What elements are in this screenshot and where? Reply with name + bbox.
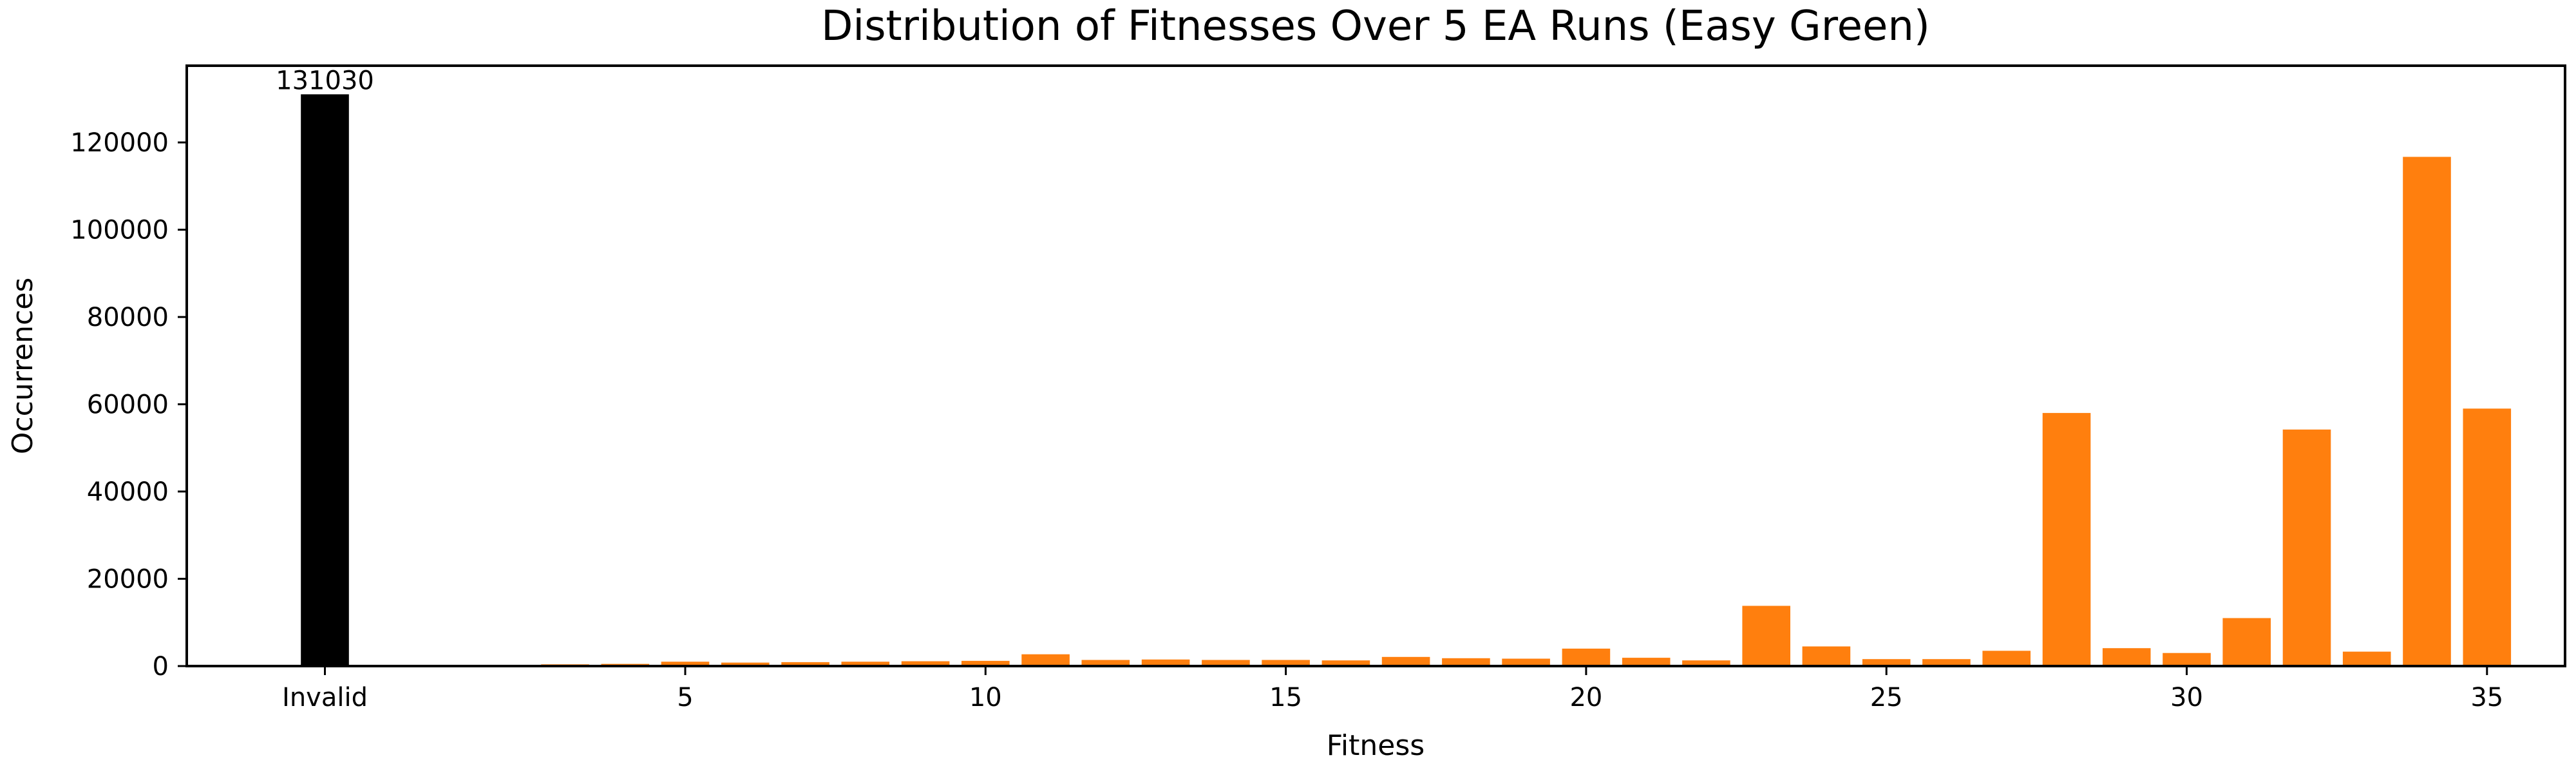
bar-fitness-24 xyxy=(1802,646,1851,666)
annotation-layer: 131030 xyxy=(276,66,374,95)
y-tick-label: 0 xyxy=(153,652,169,682)
y-tick-label: 40000 xyxy=(87,477,169,507)
y-axis-title: Occurrences xyxy=(6,278,39,454)
bar-fitness-15 xyxy=(1262,660,1310,666)
bar-fitness-27 xyxy=(1982,651,2031,666)
bar-fitness-10 xyxy=(961,660,1010,666)
bar-fitness-9 xyxy=(901,661,950,666)
x-tick-label: 10 xyxy=(969,683,1002,712)
y-tick-label: 120000 xyxy=(70,128,169,158)
bar-fitness-8 xyxy=(841,662,890,666)
bar-fitness-22 xyxy=(1682,660,1730,666)
chart-title: Distribution of Fitnesses Over 5 EA Runs… xyxy=(821,3,1930,50)
bar-fitness-30 xyxy=(2163,653,2211,666)
bar-fitness-35 xyxy=(2463,408,2512,666)
bar-value-label: 131030 xyxy=(276,66,374,95)
bar-fitness-12 xyxy=(1081,660,1130,666)
x-tick-label: 35 xyxy=(2470,683,2503,712)
bar-fitness-31 xyxy=(2222,618,2271,666)
bar-fitness-25 xyxy=(1862,659,1911,666)
plot-frame xyxy=(185,64,2566,667)
x-axis: Invalid 5 10 15 20 25 30 35 xyxy=(282,666,2503,712)
y-tick-label: 100000 xyxy=(70,216,169,245)
bar-fitness-7 xyxy=(781,662,829,666)
x-tick-label: 15 xyxy=(1269,683,1302,712)
y-axis: 0 20000 40000 60000 80000 100000 120000 xyxy=(70,128,187,682)
bar-fitness-19 xyxy=(1502,658,1550,666)
bar-fitness-5 xyxy=(661,662,710,666)
bar-fitness-32 xyxy=(2282,429,2331,666)
bar-fitness-6 xyxy=(721,662,770,666)
bar-fitness-17 xyxy=(1381,656,1430,666)
x-tick-label: 30 xyxy=(2170,683,2203,712)
bar-fitness-11 xyxy=(1021,654,1070,666)
x-tick-label: Invalid xyxy=(282,683,368,712)
bar-fitness-29 xyxy=(2102,648,2151,666)
y-tick-label: 60000 xyxy=(87,390,169,420)
bar-fitness-26 xyxy=(1922,659,1971,666)
y-tick-label: 80000 xyxy=(87,303,169,332)
x-tick-label: 25 xyxy=(1870,683,1903,712)
bars-layer xyxy=(301,94,2512,666)
bar-fitness-16 xyxy=(1321,660,1370,666)
bar-fitness-23 xyxy=(1742,606,1790,666)
x-tick-label: 5 xyxy=(677,683,693,712)
x-axis-title: Fitness xyxy=(1327,729,1425,762)
bar-fitness-20 xyxy=(1562,648,1611,666)
bar-invalid xyxy=(301,94,349,666)
bar-fitness-28 xyxy=(2042,413,2091,666)
y-tick-label: 20000 xyxy=(87,565,169,595)
bar-fitness-13 xyxy=(1141,659,1190,666)
bar-fitness-34 xyxy=(2403,157,2451,666)
x-tick-label: 20 xyxy=(1569,683,1602,712)
bar-fitness-21 xyxy=(1622,658,1671,666)
bar-fitness-14 xyxy=(1202,660,1250,666)
bar-fitness-33 xyxy=(2342,651,2391,666)
bar-fitness-18 xyxy=(1442,658,1490,666)
